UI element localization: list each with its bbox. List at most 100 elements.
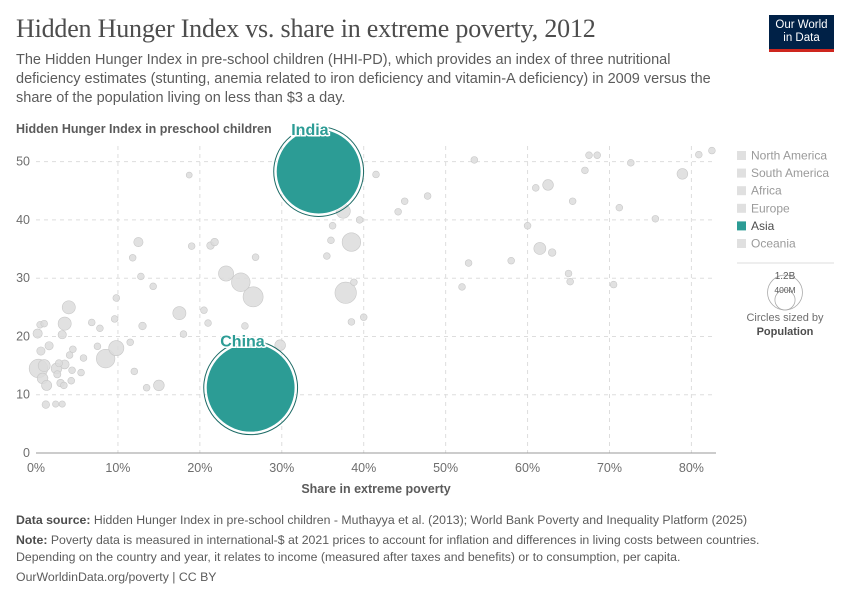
data-point [138, 321, 147, 331]
x-tick-label: 40% [351, 461, 376, 475]
data-point [200, 306, 208, 314]
data-point [149, 282, 157, 291]
source-text[interactable]: Hidden Hunger Index in pre-school childr… [93, 513, 748, 527]
note-label: Note: [16, 533, 48, 547]
legend-item-oceania[interactable]: Oceania [737, 237, 796, 251]
data-point [532, 184, 540, 192]
data-point [112, 294, 120, 302]
legend-swatch [737, 151, 746, 160]
data-point [350, 278, 358, 286]
legend-label: North America [751, 149, 827, 163]
data-point [676, 168, 689, 180]
highlight-label-india: India [291, 122, 328, 139]
data-point [423, 192, 432, 200]
data-point [548, 248, 557, 257]
legend-item-europe[interactable]: Europe [737, 201, 790, 215]
x-tick-label: 10% [105, 461, 130, 475]
legend-item-south-america[interactable]: South America [737, 166, 829, 180]
data-point [69, 345, 77, 353]
data-point [400, 197, 409, 205]
legend-item-africa[interactable]: Africa [737, 184, 782, 198]
data-point [708, 146, 716, 155]
size-legend-small-label: 400M [774, 285, 795, 295]
data-point [96, 324, 104, 332]
data-point [651, 215, 660, 223]
data-point [615, 203, 624, 212]
data-point [88, 318, 96, 327]
data-point [40, 319, 48, 328]
data-point [593, 151, 601, 159]
y-tick-label: 30 [16, 271, 30, 285]
points [28, 146, 716, 409]
legend-item-asia[interactable]: Asia [737, 219, 775, 233]
x-tick-label: 30% [269, 461, 294, 475]
data-point [609, 280, 618, 289]
legend-label: Europe [751, 201, 790, 215]
data-point [355, 216, 364, 224]
data-point [67, 377, 75, 385]
y-tick-label: 0 [23, 446, 30, 460]
data-point [323, 252, 331, 260]
y-axis-title: Hidden Hunger Index in preschool childre… [16, 122, 272, 136]
data-point [218, 265, 234, 282]
y-tick-label: 10 [16, 388, 30, 402]
data-point [110, 315, 119, 323]
legend-label: South America [751, 166, 829, 180]
data-point [179, 330, 188, 338]
data-point [581, 166, 589, 175]
legend-label: Oceania [751, 237, 796, 251]
data-point [627, 159, 635, 167]
data-point [93, 342, 102, 351]
data-point [568, 197, 577, 205]
data-point [523, 222, 532, 230]
data-point [274, 339, 286, 351]
data-point [470, 156, 479, 164]
data-point [533, 242, 547, 255]
data-point [65, 351, 74, 359]
data-point [695, 150, 703, 159]
size-legend-caption-variable: Population [757, 326, 814, 338]
logo-line-1: Our World [775, 19, 828, 31]
data-point [77, 368, 85, 377]
data-point [36, 346, 46, 356]
data-point [187, 242, 196, 250]
data-point [564, 269, 573, 278]
data-point [79, 354, 88, 362]
size-legend-large-label: 1.2B [775, 271, 796, 282]
x-tick-label: 60% [515, 461, 540, 475]
data-point [372, 170, 380, 179]
data-point [507, 257, 515, 265]
x-tick-label: 0% [27, 461, 45, 475]
data-point [347, 318, 356, 326]
x-tick-label: 70% [597, 461, 622, 475]
legend-swatch [737, 221, 746, 231]
data-point [231, 272, 251, 292]
x-tick-label: 20% [187, 461, 212, 475]
legend: North America South America Africa Europe As… [737, 149, 829, 251]
grid [36, 146, 716, 453]
data-point [58, 400, 66, 408]
data-point [251, 253, 260, 261]
data-point [32, 328, 43, 339]
data-point [334, 281, 357, 304]
data-point [126, 338, 134, 346]
highlighted-points: India China [203, 121, 365, 436]
highlight-ring [203, 340, 299, 436]
data-point [585, 151, 593, 159]
data-point [185, 171, 193, 179]
data-point [55, 359, 63, 368]
owid-logo[interactable]: Our World in Data [769, 15, 834, 52]
legend-label: Asia [751, 219, 775, 233]
highlight-point-india [275, 128, 362, 215]
legend-item-north-america[interactable]: North America [737, 149, 827, 163]
data-point [108, 340, 125, 357]
data-point [53, 370, 62, 379]
footer-url[interactable]: OurWorldinData.org/poverty | CC BY [16, 570, 217, 584]
legend-swatch [737, 168, 746, 178]
data-point [57, 316, 72, 331]
y-tick-label: 20 [16, 329, 30, 343]
data-point [128, 254, 137, 262]
data-point [327, 236, 335, 245]
chart-subtitle: The Hidden Hunger Index in pre-school ch… [16, 52, 711, 106]
data-point [57, 330, 67, 340]
